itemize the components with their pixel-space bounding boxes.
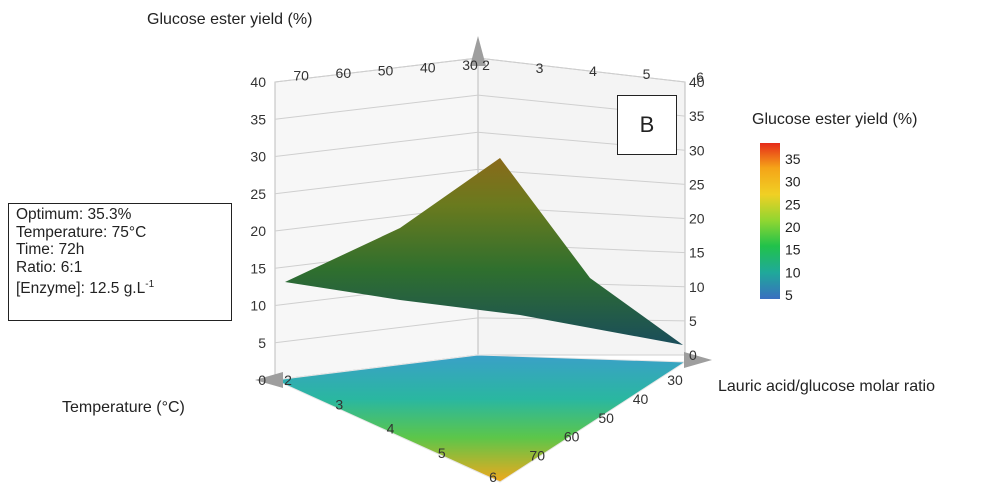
colorbar-tick-label: 20	[785, 219, 801, 235]
enzyme-text: [Enzyme]: 12.5 g.L	[16, 280, 146, 298]
response-surface	[285, 158, 683, 345]
z-tick-label-right: 35	[689, 108, 705, 124]
bottom-ratio-tick-label: 60	[564, 429, 580, 445]
bottom-temperature-ticks: 2 3 4 5 6	[284, 372, 497, 485]
bottom-temperature-tick-label: 5	[438, 445, 446, 461]
optimum-time: Time: 72h	[16, 241, 85, 258]
z-axis-title: Glucose ester yield (%)	[147, 11, 312, 28]
top-ratio-ticks: 30 40 50 60 70	[293, 57, 478, 84]
wall-gridline	[274, 57, 479, 83]
optimum-temperature: Temperature: 75°C	[16, 223, 147, 241]
bottom-ratio-tick-label: 30	[667, 372, 683, 388]
wall-gridline	[477, 57, 686, 83]
top-temperature-ticks: 2 3 4 5 6	[482, 57, 704, 85]
optimum-value: Optimum: 35.3%	[16, 206, 132, 223]
top-ratio-tick-label: 70	[293, 68, 309, 84]
x-axis-arrow	[255, 372, 283, 388]
colorbar-title: Glucose ester yield (%)	[752, 111, 917, 128]
wall-gridline	[274, 317, 479, 344]
colorbar	[760, 143, 780, 299]
colorbar-tick-label: 5	[785, 287, 793, 303]
z-tick-label-left: 25	[250, 186, 266, 202]
colorbar-tick-label: 15	[785, 242, 801, 258]
z-tick-label-right: 5	[689, 313, 697, 329]
bottom-temperature-tick-label: 6	[489, 469, 497, 485]
top-ratio-tick-label: 30	[462, 57, 478, 73]
top-temperature-tick-label: 5	[643, 66, 651, 82]
top-temperature-tick-label: 2	[482, 57, 490, 73]
z-tick-label-right: 15	[689, 245, 705, 261]
top-ratio-tick-label: 50	[378, 62, 394, 78]
wall-gridline	[274, 94, 479, 120]
optimum-info-box: Optimum: 35.3% Temperature: 75°C Time: 7…	[8, 203, 232, 321]
bottom-ratio-tick-label: 70	[529, 448, 545, 464]
colorbar-tick-label: 35	[785, 151, 801, 167]
bottom-temperature-tick-label: 3	[335, 396, 343, 412]
z-tick-label-left: 30	[250, 149, 266, 165]
z-tick-label-left: 15	[250, 260, 266, 276]
z-tick-label-left: 35	[250, 111, 266, 127]
colorbar-tick-label: 10	[785, 264, 801, 280]
enzyme-unit-exponent: -1	[145, 279, 155, 290]
colorbar-ticks: 5 10 15 20 25 30 35	[785, 151, 801, 303]
wall-gridline	[274, 168, 479, 195]
z-tick-label-right: 10	[689, 279, 705, 295]
top-temperature-tick-label: 6	[696, 69, 704, 85]
optimum-enzyme: [Enzyme]: 12.5 g.L-1	[16, 276, 231, 298]
z-tick-label-right: 30	[689, 142, 705, 158]
z-tick-label-left: 40	[250, 74, 266, 90]
colorbar-tick-label: 30	[785, 174, 801, 190]
bottom-temperature-tick-label: 2	[284, 372, 292, 388]
z-tick-label-left: 0	[258, 372, 266, 388]
x-axis-title: Temperature (°C)	[62, 399, 185, 416]
bottom-ratio-ticks: 30 40 50 60 70	[529, 372, 683, 464]
floor-contour-projection	[273, 354, 687, 483]
z-axis-arrow	[470, 36, 486, 66]
top-ratio-tick-label: 60	[336, 65, 352, 81]
bottom-temperature-tick-label: 4	[387, 421, 395, 437]
wall-gridline	[477, 168, 686, 185]
z-tick-label-left: 10	[250, 298, 266, 314]
bottom-ratio-tick-label: 40	[633, 391, 649, 407]
z-tick-label-right: 40	[689, 74, 705, 90]
panel-label: B	[617, 95, 677, 155]
top-temperature-tick-label: 4	[589, 63, 597, 79]
colorbar-tick-label: 25	[785, 196, 801, 212]
z-tick-label-right: 0	[689, 347, 697, 363]
z-tick-label-right: 25	[689, 176, 705, 192]
wall-gridline	[274, 131, 479, 157]
z-axis-ticks-left: 0 5 10 15 20 25 30 35 40	[250, 74, 266, 388]
optimum-ratio: Ratio: 6:1	[16, 258, 83, 276]
y-axis-title: Lauric acid/glucose molar ratio	[718, 378, 935, 395]
top-ratio-tick-label: 40	[420, 60, 436, 76]
z-axis-ticks-right: 0 5 10 15 20 25 30 35 40	[689, 74, 705, 363]
top-temperature-tick-label: 3	[536, 60, 544, 76]
z-tick-label-left: 5	[258, 335, 266, 351]
z-tick-label-left: 20	[250, 223, 266, 239]
y-axis-arrow	[684, 352, 712, 368]
bottom-ratio-tick-label: 50	[598, 410, 614, 426]
z-tick-label-right: 20	[689, 211, 705, 227]
